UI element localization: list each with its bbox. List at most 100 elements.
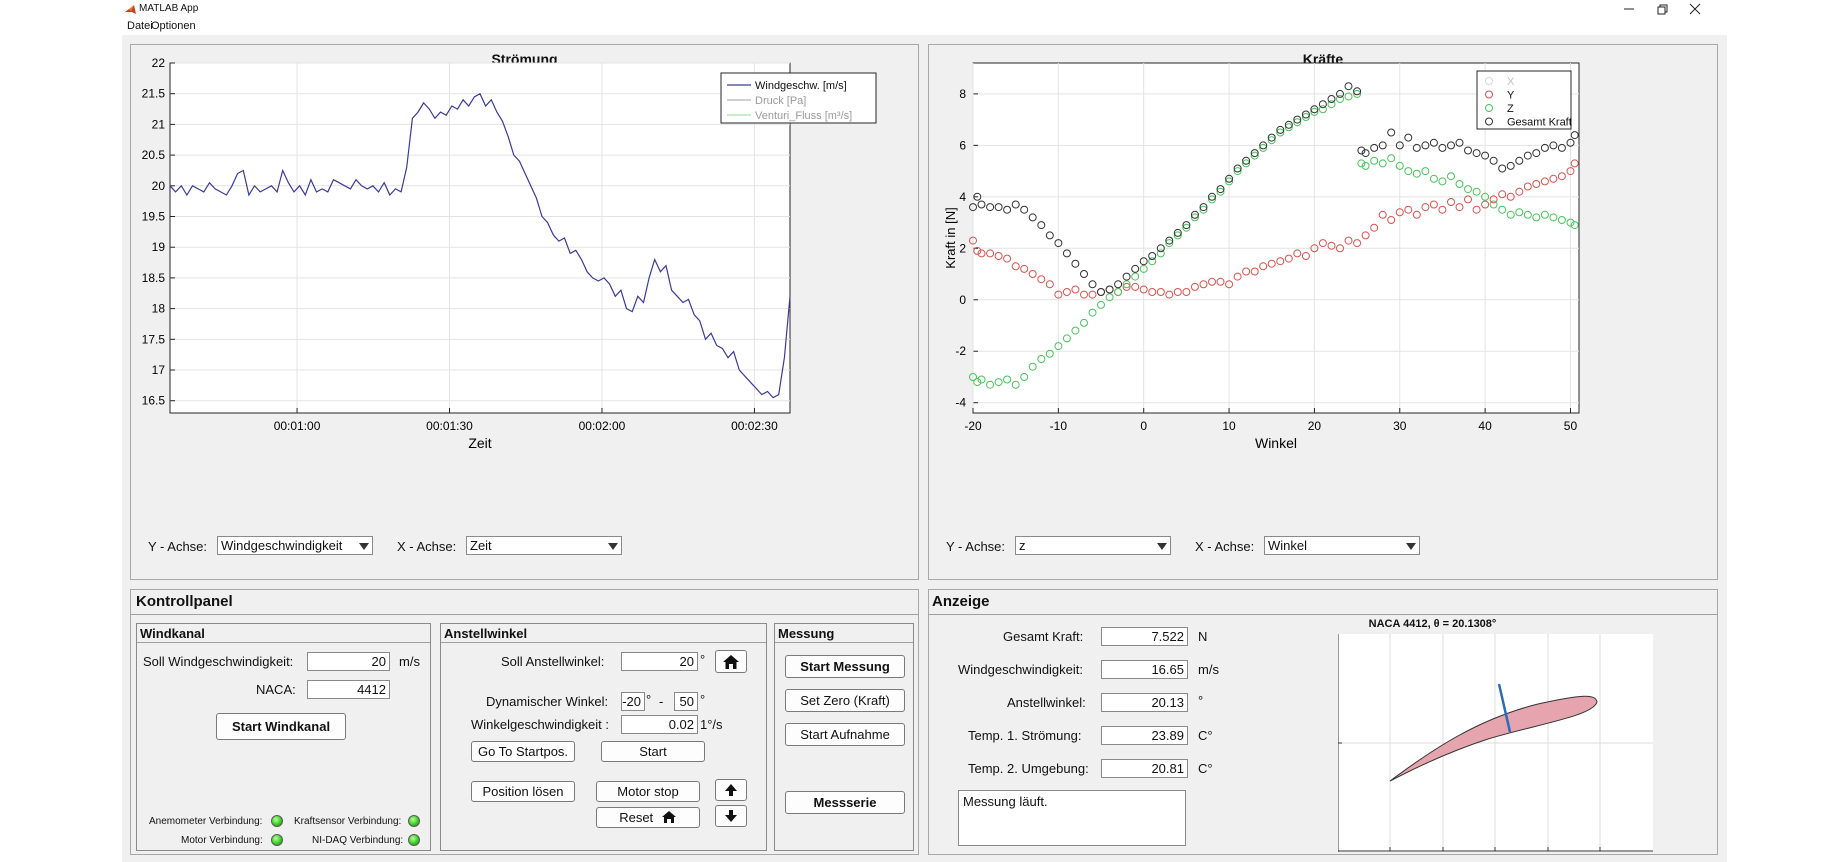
dyn-from-field[interactable]: -20 (621, 692, 645, 711)
scatter-point (1190, 210, 1199, 219)
airfoil-shape (1389, 695, 1598, 782)
y-tick-label: 16.5 (142, 394, 166, 408)
scatter-point (1131, 282, 1140, 291)
start-messung-button[interactable]: Start Messung (785, 655, 905, 678)
scatter-point (1566, 138, 1575, 147)
position-loesen-button[interactable]: Position lösen (471, 781, 575, 802)
scatter-point (1310, 244, 1319, 253)
set-zero-button[interactable]: Set Zero (Kraft) (785, 689, 905, 712)
go-to-startpos-button[interactable]: Go To Startpos. (471, 741, 575, 762)
scatter-point (1395, 141, 1404, 150)
scatter-point (1318, 239, 1327, 248)
scatter-point (1250, 151, 1259, 160)
restore-icon[interactable] (1655, 2, 1669, 16)
scatter-point (1532, 180, 1541, 188)
menu-optionen[interactable]: Optionen (151, 20, 196, 32)
y-tick-label: 20.5 (142, 148, 166, 162)
scatter-point (1489, 156, 1498, 165)
scatter-point (1293, 118, 1302, 127)
scatter-point (1259, 262, 1268, 271)
scatter-point (1020, 205, 1029, 214)
scatter-point (1506, 161, 1515, 170)
right-y-axis-dropdown[interactable]: z (1015, 536, 1171, 555)
start-anstell-button[interactable]: Start (601, 741, 705, 762)
close-icon[interactable] (1688, 2, 1702, 16)
scatter-point (1387, 154, 1396, 163)
scatter-point (1438, 143, 1447, 152)
scatter-point (1378, 210, 1387, 219)
left-y-axis-dropdown[interactable]: Windgeschwindigkeit (217, 536, 373, 555)
anstellwinkel-title: Anstellwinkel (444, 626, 528, 641)
left-x-axis-dropdown[interactable]: Zeit (466, 536, 622, 555)
winkelgeschw-field[interactable]: 0.02 (621, 715, 698, 734)
reset-button[interactable]: Reset (596, 807, 700, 828)
temp1-label: Temp. 1. Strömung: (968, 728, 1082, 743)
scatter-point (1566, 167, 1575, 176)
scatter-point (1549, 213, 1558, 222)
scatter-point (1173, 228, 1182, 237)
scatter-point (1570, 221, 1579, 230)
scatter-point (1165, 239, 1174, 248)
scatter-point (1190, 213, 1199, 222)
force-arrow (1497, 683, 1512, 733)
soll-wind-unit: m/s (399, 654, 420, 669)
legend-entry: Venturi_Fluss [m³/s] (755, 110, 852, 122)
move-down-button[interactable] (715, 805, 747, 827)
scatter-point (1557, 216, 1566, 224)
scatter-point (1515, 208, 1524, 217)
scatter-point (1182, 223, 1191, 232)
scatter-point (1139, 257, 1148, 266)
scatter-point (986, 380, 995, 389)
soll-wind-field[interactable]: 20 (307, 652, 390, 671)
scatter-point (1429, 138, 1438, 147)
kraefte-panel: Kräfte 8 6 4 2 0 -2 -4 -20 -10 0 10 20 30 40 50 Winkel K… (928, 44, 1718, 580)
scatter-point (1122, 282, 1131, 291)
messung-title: Messung (778, 626, 835, 641)
move-up-button[interactable] (715, 779, 747, 801)
dyn-to-field[interactable]: 50 (674, 692, 698, 711)
scatter-point (969, 373, 977, 381)
messserie-button[interactable]: Messserie (785, 791, 905, 814)
motor-status-label: Motor Verbindung: (181, 835, 263, 846)
scatter-point (1267, 259, 1276, 268)
menu-datei[interactable]: Datei (127, 20, 153, 32)
scatter-point (1148, 252, 1157, 260)
scatter-point (1421, 141, 1430, 150)
reset-label: Reset (619, 810, 654, 825)
scatter-point (1037, 221, 1046, 230)
kontrollpanel-title: Kontrollpanel (136, 593, 233, 610)
airfoil-plot[interactable] (1338, 634, 1658, 852)
winkelgeschw-unit: 1°/s (700, 717, 723, 732)
status-textarea[interactable]: Messung läuft. (958, 790, 1186, 846)
start-windkanal-button[interactable]: Start Windkanal (216, 713, 346, 740)
motor-stop-button[interactable]: Motor stop (596, 781, 700, 802)
scatter-point (1216, 185, 1225, 194)
scatter-point (1276, 257, 1285, 266)
stroemung-plot[interactable]: 22 21.5 21 20.5 20 19.5 19 18.5 18 17.5 17 16.5 00:0… (131, 45, 920, 545)
scatter-point (1182, 288, 1191, 296)
scatter-point (1003, 375, 1012, 384)
scatter-point (1412, 169, 1421, 178)
start-aufnahme-button[interactable]: Start Aufnahme (785, 723, 905, 746)
scatter-point (1267, 133, 1276, 142)
scatter-point (1455, 203, 1464, 212)
scatter-point (1361, 231, 1370, 240)
scatter-point (1318, 100, 1327, 109)
motor-status-led (271, 834, 283, 846)
y-tick-label: 2 (959, 241, 966, 255)
scatter-point (1506, 192, 1515, 201)
left-y-axis-label: Y - Achse: (148, 539, 208, 554)
scatter-point (1481, 200, 1490, 209)
naca-field[interactable]: 4412 (307, 680, 390, 699)
y-tick-label: 17.5 (142, 332, 166, 346)
right-x-axis-dropdown[interactable]: Winkel (1264, 536, 1420, 555)
minimize-icon[interactable] (1622, 2, 1636, 16)
home-button[interactable] (715, 650, 747, 673)
scatter-point (1429, 174, 1438, 183)
scatter-point (1233, 272, 1242, 281)
soll-anstell-field[interactable]: 20 (621, 652, 698, 671)
scatter-point (1131, 264, 1140, 273)
scatter-point (1284, 120, 1293, 129)
y-tick-label: 21.5 (142, 87, 166, 101)
